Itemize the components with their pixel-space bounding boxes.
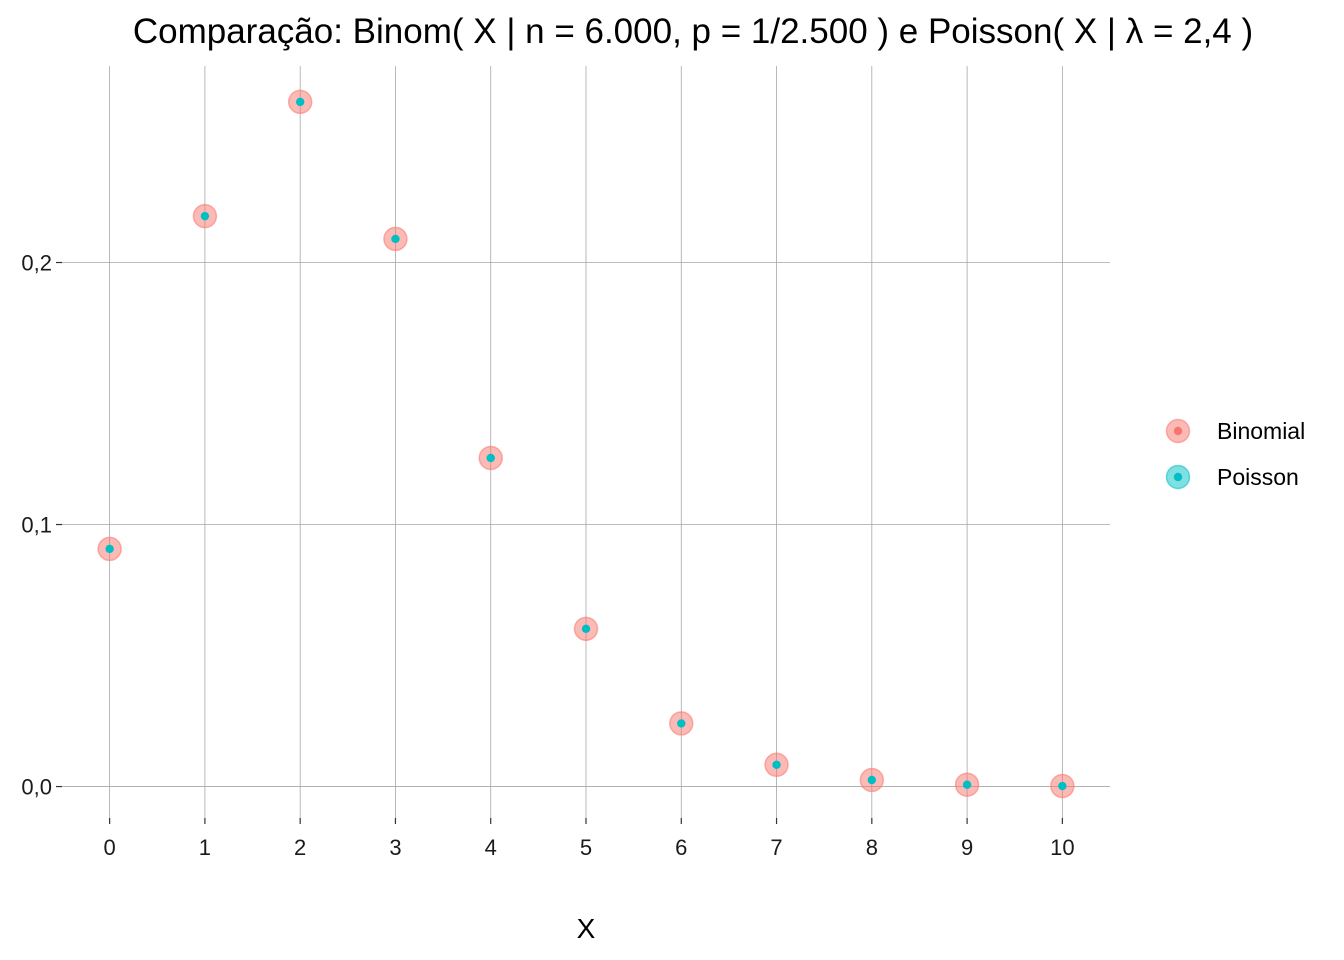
y-tick-label: 0,2 — [21, 251, 52, 276]
poisson-point — [962, 780, 972, 789]
legend-key-inner — [1173, 472, 1183, 482]
poisson-point — [581, 624, 591, 634]
poisson-point — [200, 211, 210, 221]
legend-label: Poisson — [1217, 464, 1299, 490]
x-tick-label: 7 — [770, 835, 782, 860]
chart-title: Comparação: Binom( X | n = 6.000, p = 1/… — [133, 12, 1253, 51]
poisson-point — [772, 760, 781, 770]
x-tick-label: 5 — [580, 835, 592, 860]
legend: Binomial Poisson — [1165, 418, 1305, 490]
poisson-point — [391, 234, 400, 244]
poisson-point — [677, 719, 686, 728]
x-tick-label: 9 — [961, 835, 973, 860]
legend-key-binomial — [1165, 418, 1191, 444]
x-tick-label: 3 — [389, 835, 401, 860]
grid — [62, 66, 1110, 818]
poisson-point — [1058, 781, 1067, 791]
x-tick-label: 10 — [1050, 835, 1074, 860]
x-tick-label: 6 — [675, 835, 687, 860]
x-axis-title: X — [577, 913, 596, 944]
x-tick-label: 1 — [199, 835, 211, 860]
y-tick-label: 0,1 — [21, 513, 52, 538]
axis-ticks: 0,0 0,1 0,2 0 1 2 3 4 5 6 7 8 9 10 — [21, 251, 1074, 860]
y-tick-label: 0,0 — [21, 775, 52, 800]
x-tick-label: 8 — [866, 835, 878, 860]
x-tick-label: 0 — [104, 835, 116, 860]
poisson-point — [867, 775, 877, 785]
poisson-point — [105, 544, 114, 554]
data-points — [97, 89, 1075, 799]
x-tick-label: 4 — [485, 835, 497, 860]
x-tick-label: 2 — [294, 835, 306, 860]
legend-key-inner — [1173, 426, 1183, 436]
legend-label: Binomial — [1217, 418, 1305, 444]
legend-key-poisson — [1165, 464, 1191, 490]
poisson-point — [295, 97, 305, 107]
poisson-point — [486, 453, 495, 463]
